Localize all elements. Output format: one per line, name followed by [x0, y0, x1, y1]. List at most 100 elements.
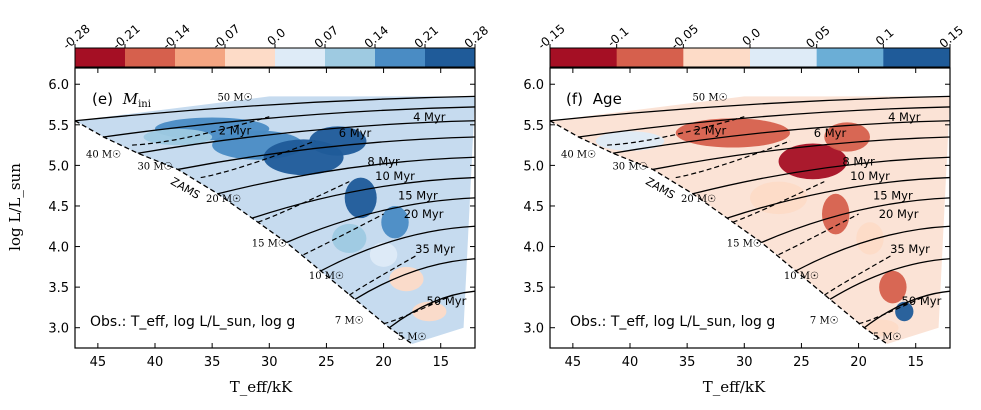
colorbar-swatch: [325, 48, 376, 67]
evolution-track: [74, 95, 476, 122]
x-tick-label: 35: [204, 355, 221, 370]
colorbar-tick-label: 0.21: [412, 23, 441, 51]
isochrone-label: 20 Myr: [404, 207, 444, 221]
isochrone-label: 10 Myr: [375, 169, 415, 183]
evolution-track: [726, 176, 951, 219]
colorbar-tick-label: 0.1: [873, 25, 897, 48]
colorbar-tick-label: 0.28: [462, 23, 491, 51]
colorbar-swatch: [683, 48, 751, 67]
isochrone-label: 35 Myr: [890, 242, 930, 256]
y-tick-label: 4.0: [523, 241, 544, 256]
evolution-track: [320, 225, 476, 272]
colorbar-e: -0.28 -0.21 -0.14 -0.07 0.0 0.07 0.14 0.21 0.28: [60, 22, 491, 68]
y-tick-label: 5.0: [523, 159, 544, 174]
evolution-track: [652, 136, 951, 171]
isochrone-label: 8 Myr: [367, 154, 400, 168]
mass-track-label: 10 M☉: [309, 271, 344, 282]
x-tick-label: 40: [622, 355, 639, 370]
isochrone-line: [303, 213, 384, 256]
colorbar-swatch: [125, 48, 176, 67]
panel-title-f-label: (f): [566, 90, 583, 108]
heatmap-patch: [864, 319, 899, 336]
isochrone-label: 6 Myr: [339, 126, 372, 140]
isochrone-line: [348, 254, 419, 296]
heatmap-patch: [143, 128, 213, 146]
mass-track-label: 20 M☉: [206, 194, 241, 205]
evolution-track: [354, 258, 476, 300]
x-tick-label: 30: [261, 355, 278, 370]
colorbar-tick-label: 0.14: [362, 23, 391, 51]
heatmap-patch: [344, 177, 377, 219]
isochrone-label: 15 Myr: [873, 188, 913, 202]
evolution-track: [692, 156, 951, 195]
mass-track-label: 5 M☉: [398, 332, 427, 343]
y-tick-label: 6.0: [48, 78, 69, 93]
mass-track-label: 5 M☉: [873, 332, 902, 343]
y-tick-label: 5.0: [48, 159, 69, 174]
x-axis-title-f: T_eff/kK: [703, 378, 766, 396]
plot-area-e: 50 M☉ 40 M☉ 30 M☉ 20 M☉ 15 M☉ 10 M☉ 7 M☉ 5 M☉ 2 …: [48, 67, 476, 370]
evolution-track: [286, 197, 476, 244]
heatmap-patch: [778, 143, 848, 180]
heatmap-patch: [381, 205, 409, 239]
evolution-track: [103, 106, 476, 138]
y-axis-title-e: log L/L_sun: [6, 163, 24, 251]
colorbar-tick-label: 0.0: [740, 25, 764, 48]
heatmap-patch: [389, 266, 424, 292]
x-tick-label: 35: [679, 355, 696, 370]
x-tick-label: 25: [318, 355, 335, 370]
isochrone-line: [778, 213, 859, 256]
observables-label-f: Obs.: T_eff, log L/L_sun, log g: [570, 314, 775, 330]
y-tick-label: 4.5: [48, 200, 69, 215]
evolution-track: [612, 120, 951, 154]
colorbar-tick-label: 0.0: [265, 25, 289, 48]
heatmap-patch: [332, 223, 367, 254]
x-tick-label: 45: [90, 355, 107, 370]
colorbar-swatch: [225, 48, 276, 67]
observables-label-e: Obs.: T_eff, log L/L_sun, log g: [90, 314, 295, 330]
panel-f: -0.15 -0.1 -0.05 0.0 0.05 0.1 0.15 50 M☉40 M☉3…: [523, 22, 966, 396]
isochrone-label: 6 Myr: [814, 126, 847, 140]
isochrone-label: 2 Myr: [219, 124, 252, 138]
mass-track-label: 50 M☉: [217, 92, 252, 103]
heatmap-patch: [879, 270, 907, 304]
isochrone-label: 35 Myr: [415, 242, 455, 256]
x-axis-title-e: T_eff/kK: [230, 378, 293, 396]
heatmap-patch: [895, 301, 914, 322]
colorbar-swatch: [375, 48, 426, 67]
panel-title-e-label: (e): [92, 90, 113, 108]
evolution-track: [388, 290, 476, 329]
mass-track-label: 7 M☉: [810, 316, 839, 327]
x-tick-label: 40: [147, 355, 164, 370]
evolution-track: [795, 225, 951, 272]
heatmap-patch: [822, 193, 850, 235]
plot-area-f: 50 M☉ 40 M☉ 30 M☉ 20 M☉ 15 M☉ 10 M☉ 7 M☉ 5 M☉ 2 …: [523, 67, 951, 370]
y-tick-label: 6.0: [523, 78, 544, 93]
x-tick-label: 20: [375, 355, 392, 370]
heatmap-patch: [309, 126, 367, 156]
colorbar-swatch: [616, 48, 684, 67]
evolution-track: [578, 106, 951, 138]
evolution-track: [549, 95, 951, 122]
colorbar-swatch: [816, 48, 884, 67]
evolution-track: [829, 258, 951, 300]
mass-track-label: 30 M☉: [612, 161, 647, 172]
y-tick-label: 4.0: [48, 241, 69, 256]
mass-track-label: 20 M☉: [681, 194, 716, 205]
colorbar-tick-label: -0.1: [605, 24, 632, 50]
isochrone-label: 10 Myr: [850, 169, 890, 183]
colorbar-f: -0.15 -0.1 -0.05 0.0 0.05 0.1 0.15: [535, 22, 966, 68]
x-tick-label: 15: [432, 355, 449, 370]
isochrone-label: 50 Myr: [902, 294, 942, 308]
y-tick-label: 5.5: [48, 119, 69, 134]
y-tick-label: 3.0: [48, 322, 69, 337]
panel-e: -0.28 -0.21 -0.14 -0.07 0.0 0.07 0.14 0.21 0.28 …: [6, 22, 491, 396]
y-tick-label: 5.5: [523, 119, 544, 134]
mass-track-label: 30 M☉: [137, 161, 172, 172]
x-tick-label: 15: [907, 355, 924, 370]
isochrone-label: 4 Myr: [413, 110, 446, 124]
colorbar-tick-label: 0.05: [803, 23, 832, 51]
x-tick-label: 20: [850, 355, 867, 370]
mass-track-label: 10 M☉: [784, 271, 819, 282]
